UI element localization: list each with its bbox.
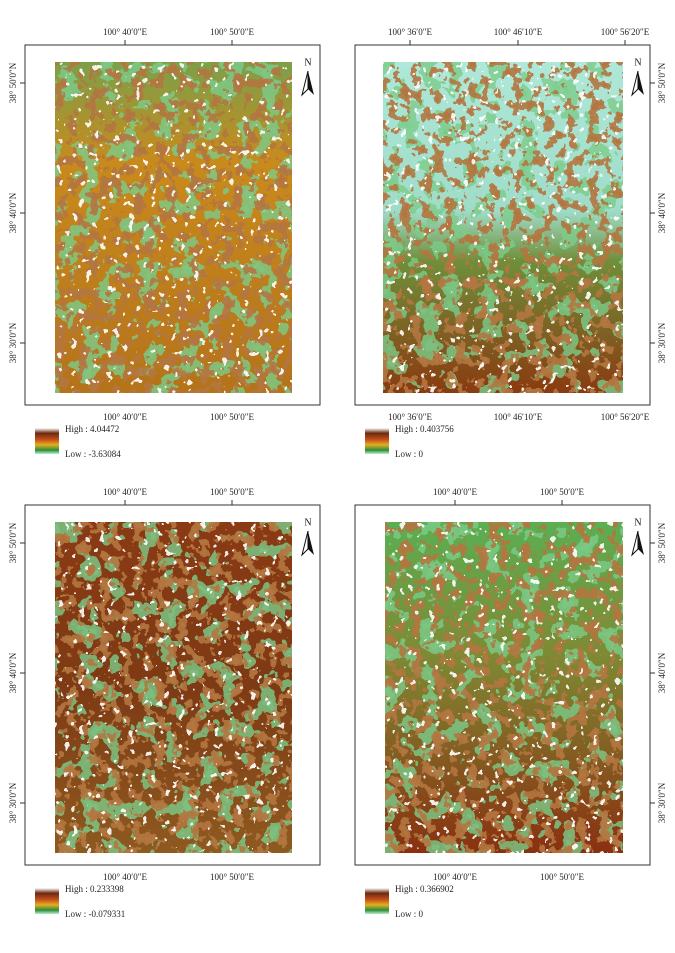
lon-label-bottom: 100° 50′0″E	[540, 872, 585, 882]
legend-low: Low : -0.079331	[65, 909, 125, 919]
lat-label: 38° 30′0″N	[657, 782, 667, 823]
raster-white	[55, 62, 292, 393]
north-arrow-fill	[308, 71, 314, 95]
lat-label: 38° 30′0″N	[8, 322, 18, 363]
legend-low: Low : -3.63084	[65, 449, 121, 459]
lon-label-top: 100° 40′0″E	[103, 27, 148, 37]
lon-label-bottom: 100° 36′0″E	[388, 412, 433, 422]
north-arrow	[301, 70, 309, 97]
north-label: N	[634, 517, 641, 528]
lon-label-bottom: 100° 50′0″E	[210, 872, 255, 882]
lon-label-bottom: 100° 56′20″E	[601, 412, 650, 422]
map-frame	[24, 44, 321, 406]
north-label: N	[304, 517, 311, 528]
lon-label-bottom: 100° 40′0″E	[433, 872, 478, 882]
lon-label-top: 100° 56′20″E	[601, 27, 650, 37]
legend-high: High : 0.366902	[395, 884, 454, 894]
lon-label-bottom: 100° 46′10″E	[494, 412, 543, 422]
lat-label: 38° 40′0″N	[657, 192, 667, 233]
map-frame	[24, 504, 321, 866]
lon-label-top: 100° 40′0″E	[433, 487, 478, 497]
map-panel: 100° 40′0″E 100° 50′0″E 100° 40′0″E 100° 50…	[8, 27, 321, 459]
map-panel: 100° 40′0″E 100° 50′0″E 100° 40′0″E 100° 50…	[8, 487, 321, 919]
north-label: N	[304, 57, 311, 68]
north-arrow	[631, 70, 639, 97]
raster-white	[385, 522, 623, 853]
north-arrow-fill	[638, 71, 644, 95]
lat-label: 38° 50′0″N	[657, 522, 667, 563]
lat-label: 38° 50′0″N	[8, 62, 18, 103]
lon-label-bottom: 100° 40′0″E	[103, 412, 148, 422]
legend-ramp	[35, 888, 59, 914]
legend-high: High : 4.04472	[65, 424, 119, 434]
lat-label: 38° 30′0″N	[8, 782, 18, 823]
map-panel: 100° 40′0″E 100° 50′0″E 100° 40′0″E 100° 50…	[354, 487, 667, 919]
legend-high: High : 0.233398	[65, 884, 124, 894]
lat-label: 38° 40′0″N	[8, 192, 18, 233]
north-arrow-fill	[308, 531, 314, 555]
legend-low: Low : 0	[395, 449, 423, 459]
map-frame	[354, 44, 651, 406]
map-panel: 100° 36′0″E 100° 46′10″E 100° 56′20″E 100° …	[354, 27, 667, 459]
lon-label-top: 100° 50′0″E	[210, 27, 255, 37]
lat-label: 38° 50′0″N	[657, 62, 667, 103]
lon-label-bottom: 100° 50′0″E	[210, 412, 255, 422]
raster-white	[383, 62, 623, 393]
north-arrow	[301, 530, 309, 557]
north-arrow	[631, 530, 639, 557]
lat-label: 38° 50′0″N	[8, 522, 18, 563]
legend-ramp	[365, 888, 389, 914]
lon-label-bottom: 100° 40′0″E	[103, 872, 148, 882]
north-label: N	[634, 57, 641, 68]
lon-label-top: 100° 50′0″E	[210, 487, 255, 497]
legend-ramp	[35, 428, 59, 454]
lon-label-top: 100° 50′0″E	[540, 487, 585, 497]
legend-high: High : 0.403756	[395, 424, 454, 434]
lon-label-top: 100° 36′0″E	[388, 27, 433, 37]
lon-label-top: 100° 46′10″E	[494, 27, 543, 37]
legend-ramp	[365, 428, 389, 454]
lat-label: 38° 30′0″N	[657, 322, 667, 363]
lon-label-top: 100° 40′0″E	[103, 487, 148, 497]
lat-label: 38° 40′0″N	[657, 652, 667, 693]
raster-white	[55, 522, 292, 853]
map-frame	[354, 504, 651, 866]
legend-low: Low : 0	[395, 909, 423, 919]
north-arrow-fill	[638, 531, 644, 555]
lat-label: 38° 40′0″N	[8, 652, 18, 693]
